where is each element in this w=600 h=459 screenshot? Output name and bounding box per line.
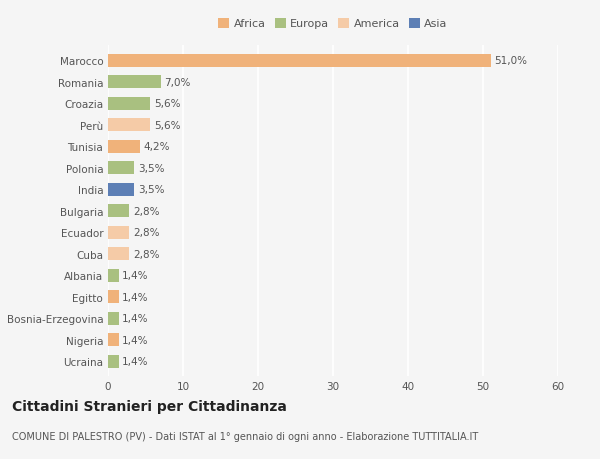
Text: Cittadini Stranieri per Cittadinanza: Cittadini Stranieri per Cittadinanza [12, 399, 287, 413]
Bar [108, 226, 129, 239]
Text: 5,6%: 5,6% [154, 99, 180, 109]
Text: 2,8%: 2,8% [133, 249, 159, 259]
Bar [108, 247, 129, 261]
Bar [108, 333, 119, 347]
Bar [108, 355, 119, 368]
Text: 1,4%: 1,4% [122, 356, 149, 366]
Text: 4,2%: 4,2% [143, 142, 170, 152]
Text: 1,4%: 1,4% [122, 335, 149, 345]
Text: 3,5%: 3,5% [138, 185, 164, 195]
Bar [108, 183, 134, 196]
Bar [108, 97, 150, 110]
Bar [108, 312, 119, 325]
Bar [108, 205, 129, 218]
Bar [108, 291, 119, 303]
Bar [108, 269, 119, 282]
Text: 2,8%: 2,8% [133, 228, 159, 238]
Text: 3,5%: 3,5% [138, 163, 164, 173]
Bar [108, 119, 150, 132]
Bar [108, 55, 491, 67]
Text: 51,0%: 51,0% [494, 56, 527, 66]
Text: 5,6%: 5,6% [154, 120, 180, 130]
Text: 7,0%: 7,0% [164, 78, 191, 87]
Legend: Africa, Europa, America, Asia: Africa, Europa, America, Asia [214, 14, 452, 34]
Text: 1,4%: 1,4% [122, 270, 149, 280]
Text: 2,8%: 2,8% [133, 206, 159, 216]
Text: COMUNE DI PALESTRO (PV) - Dati ISTAT al 1° gennaio di ogni anno - Elaborazione T: COMUNE DI PALESTRO (PV) - Dati ISTAT al … [12, 431, 478, 442]
Text: 1,4%: 1,4% [122, 292, 149, 302]
Text: 1,4%: 1,4% [122, 313, 149, 324]
Bar [108, 76, 161, 89]
Bar [108, 162, 134, 175]
Bar [108, 140, 139, 153]
